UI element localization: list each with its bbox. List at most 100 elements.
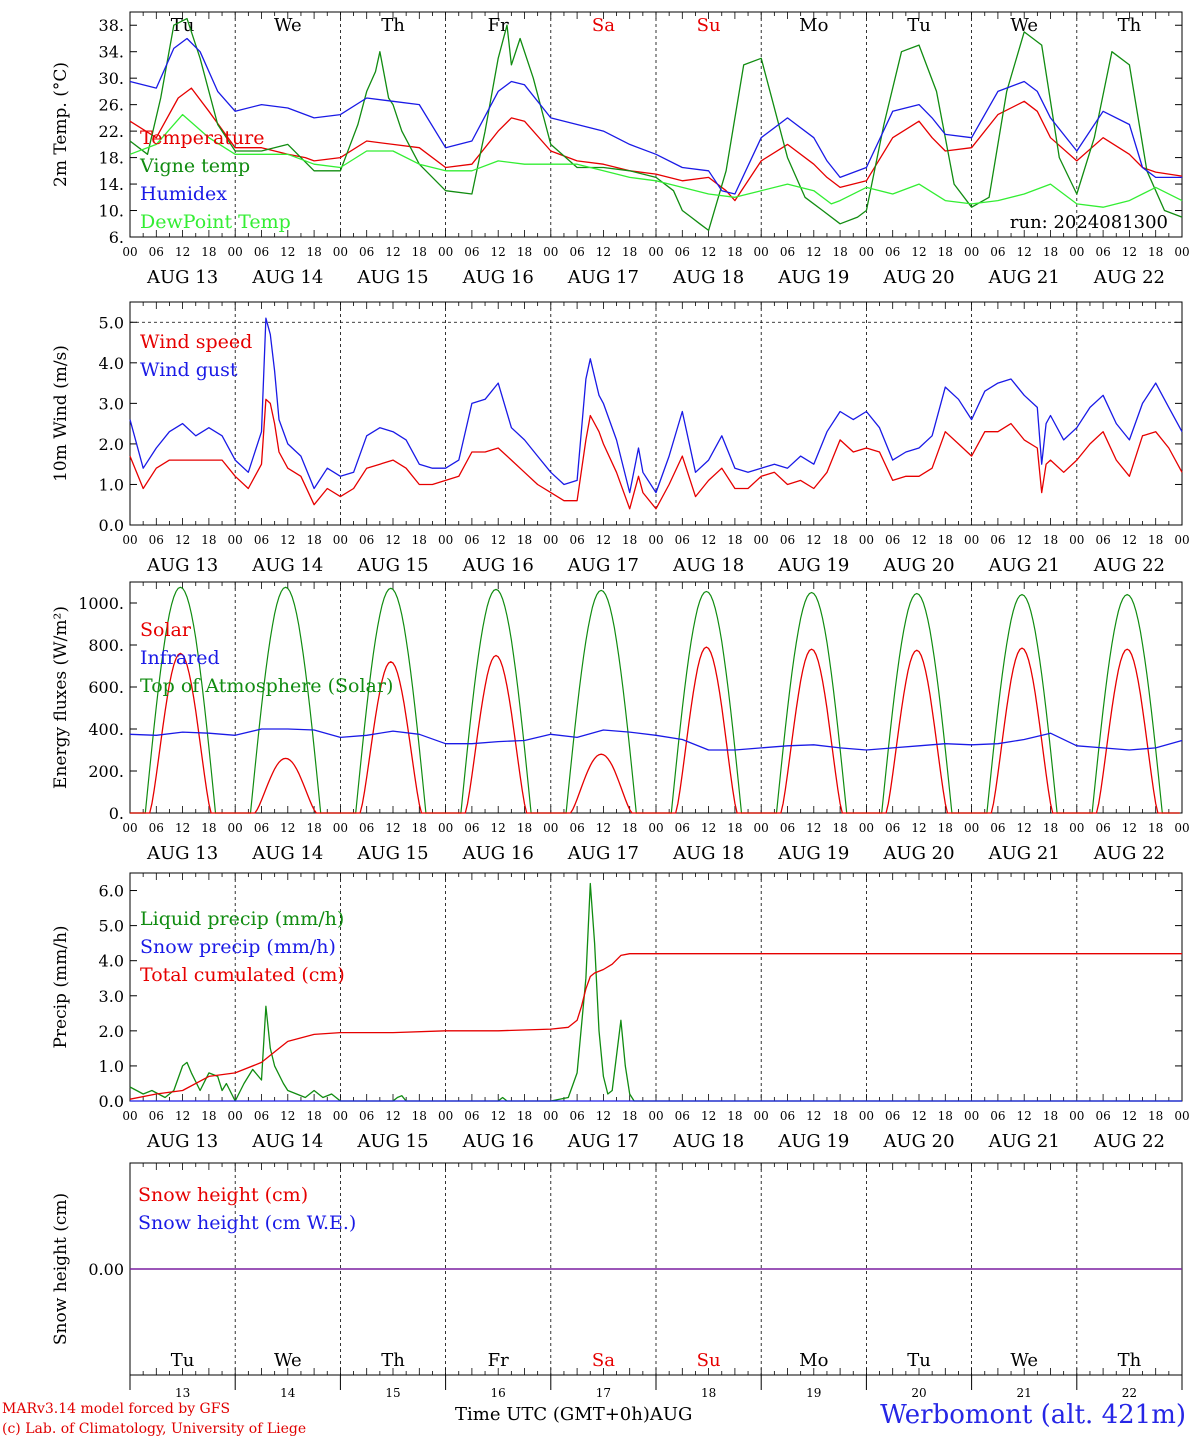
date-label: AUG 14 (251, 843, 323, 864)
x-tick-label: 12 (491, 245, 506, 259)
day-name: Tu (171, 15, 195, 36)
x-tick-label: 06 (675, 1109, 690, 1123)
legend-entry: Vigne temp (139, 155, 250, 177)
y-tick-label: 0.0 (99, 1092, 124, 1111)
y-tick-label: 4.0 (99, 354, 124, 373)
x-tick-label: 12 (701, 533, 716, 547)
panel-3: 0. 200. 400. 600. 800. 1000. Energy fluxes (W/… (51, 581, 1190, 864)
x-tick-label: 00 (438, 245, 453, 259)
y-tick-label: 26. (99, 96, 124, 115)
x-tick-label: 18 (201, 1109, 216, 1123)
date-label: AUG 17 (567, 555, 639, 576)
x-tick-label: 00 (438, 1109, 453, 1123)
day-name: Sa (592, 1350, 615, 1371)
x-tick-label: 06 (1095, 821, 1110, 835)
x-tick-label: 18 (517, 533, 532, 547)
day-name: Th (381, 15, 405, 36)
x-tick-label: 00 (543, 821, 558, 835)
date-label: AUG 22 (1093, 555, 1165, 576)
day-number: 17 (596, 1386, 611, 1400)
x-tick-label: 06 (359, 1109, 374, 1123)
x-tick-label: 12 (280, 1109, 295, 1123)
series-vigne-temp (129, 17, 1183, 232)
x-tick-label: 18 (938, 245, 953, 259)
x-tick-label: 06 (780, 245, 795, 259)
series-total-cumulated-cm- (129, 953, 1182, 1100)
y-tick-label: 6.0 (99, 882, 124, 901)
date-label: AUG 17 (567, 1131, 639, 1152)
day-name: Fr (488, 1350, 509, 1371)
series-dewpoint-temp (129, 113, 1183, 208)
x-tick-label: 12 (1017, 533, 1032, 547)
x-tick-label: 12 (596, 245, 611, 259)
y-axis-label: Precip (mm/h) (51, 925, 71, 1048)
x-tick-label: 06 (675, 533, 690, 547)
series-toa-solar (130, 586, 1180, 814)
date-label: AUG 16 (462, 555, 534, 576)
y-tick-label: 5.0 (99, 917, 124, 936)
day-name: Tu (907, 15, 931, 36)
legend-entry: Humidex (140, 183, 227, 205)
x-tick-label: 18 (1043, 1109, 1058, 1123)
y-tick-label: 800. (88, 636, 124, 655)
x-tick-label: 06 (675, 821, 690, 835)
date-label: AUG 14 (251, 555, 323, 576)
x-tick-label: 12 (385, 533, 400, 547)
x-tick-label: 18 (306, 245, 321, 259)
y-tick-label: 34. (99, 43, 124, 62)
y-tick-label: 30. (99, 69, 124, 88)
x-tick-label: 18 (832, 1109, 847, 1123)
x-tick-label: 00 (648, 821, 663, 835)
x-tick-label: 06 (464, 533, 479, 547)
x-tick-label: 06 (569, 1109, 584, 1123)
x-tick-label: 00 (1069, 533, 1084, 547)
x-tick-label: 00 (648, 245, 663, 259)
x-tick-label: 12 (175, 1109, 190, 1123)
x-tick-label: 18 (938, 1109, 953, 1123)
x-tick-label: 06 (254, 821, 269, 835)
y-tick-label: 0.00 (88, 1260, 124, 1279)
day-number: 14 (280, 1386, 296, 1400)
x-tick-label: 06 (1095, 1109, 1110, 1123)
day-name: Th (381, 1350, 405, 1371)
x-tick-label: 12 (491, 533, 506, 547)
date-label: AUG 21 (988, 843, 1060, 864)
date-label: AUG 18 (672, 843, 744, 864)
x-tick-label: 18 (832, 821, 847, 835)
x-tick-label: 06 (149, 533, 164, 547)
x-tick-label: 00 (859, 533, 874, 547)
series-wind-speed (129, 398, 1183, 510)
x-tick-label: 06 (990, 821, 1005, 835)
date-label: AUG 22 (1093, 267, 1165, 288)
date-label: AUG 20 (882, 843, 954, 864)
x-tick-label: 18 (938, 821, 953, 835)
date-label: AUG 17 (567, 843, 639, 864)
x-tick-label: 00 (333, 821, 348, 835)
x-tick-label: 00 (438, 533, 453, 547)
legend-entry: Total cumulated (cm) (140, 964, 345, 986)
x-tick-label: 00 (859, 245, 874, 259)
x-tick-label: 12 (911, 821, 926, 835)
x-tick-label: 12 (385, 245, 400, 259)
x-tick-label: 12 (701, 1109, 716, 1123)
y-axis-label: Snow height (cm) (51, 1193, 71, 1345)
x-tick-label: 06 (464, 245, 479, 259)
x-tick-label: 12 (1017, 1109, 1032, 1123)
x-tick-label: 18 (727, 821, 742, 835)
x-tick-label: 06 (990, 245, 1005, 259)
y-tick-label: 3.0 (99, 394, 124, 413)
x-tick-label: 00 (1069, 1109, 1084, 1123)
panel-1: 6. 10. 14. 18. 22. 26. 30. 34. 38. 2m Temp. (°C) 0… (51, 11, 1190, 288)
y-tick-label: 14. (99, 175, 124, 194)
x-tick-label: 06 (1095, 245, 1110, 259)
x-tick-label: 06 (885, 1109, 900, 1123)
x-tick-label: 18 (201, 821, 216, 835)
x-tick-label: 00 (333, 245, 348, 259)
x-tick-label: 00 (228, 245, 243, 259)
date-label: AUG 21 (988, 267, 1060, 288)
date-label: AUG 15 (356, 1131, 428, 1152)
x-tick-label: 00 (964, 821, 979, 835)
y-tick-label: 22. (99, 122, 124, 141)
day-name: We (1010, 1350, 1038, 1371)
x-tick-label: 00 (543, 1109, 558, 1123)
